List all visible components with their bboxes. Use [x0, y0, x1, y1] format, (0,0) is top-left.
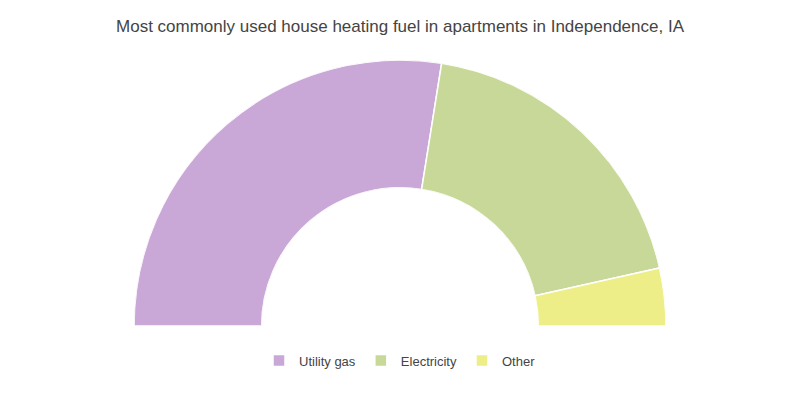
svg-text:Other: Other — [502, 354, 535, 369]
svg-text:Electricity: Electricity — [401, 354, 457, 369]
svg-text:Most commonly used house heati: Most commonly used house heating fuel in… — [116, 17, 685, 36]
svg-text:Utility gas: Utility gas — [299, 354, 356, 369]
